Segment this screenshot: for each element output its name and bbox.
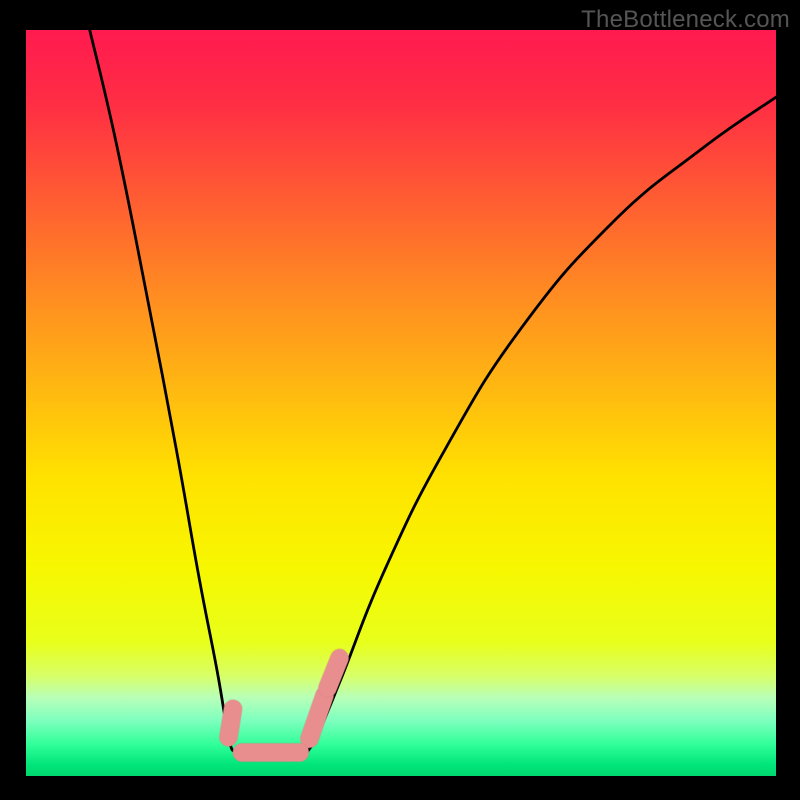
- plot-area: [26, 30, 776, 776]
- gradient-background: [26, 30, 776, 776]
- marker-capsule: [229, 709, 234, 737]
- watermark-text: TheBottleneck.com: [581, 6, 790, 34]
- plot-svg: [26, 30, 776, 776]
- marker-capsule: [328, 658, 340, 688]
